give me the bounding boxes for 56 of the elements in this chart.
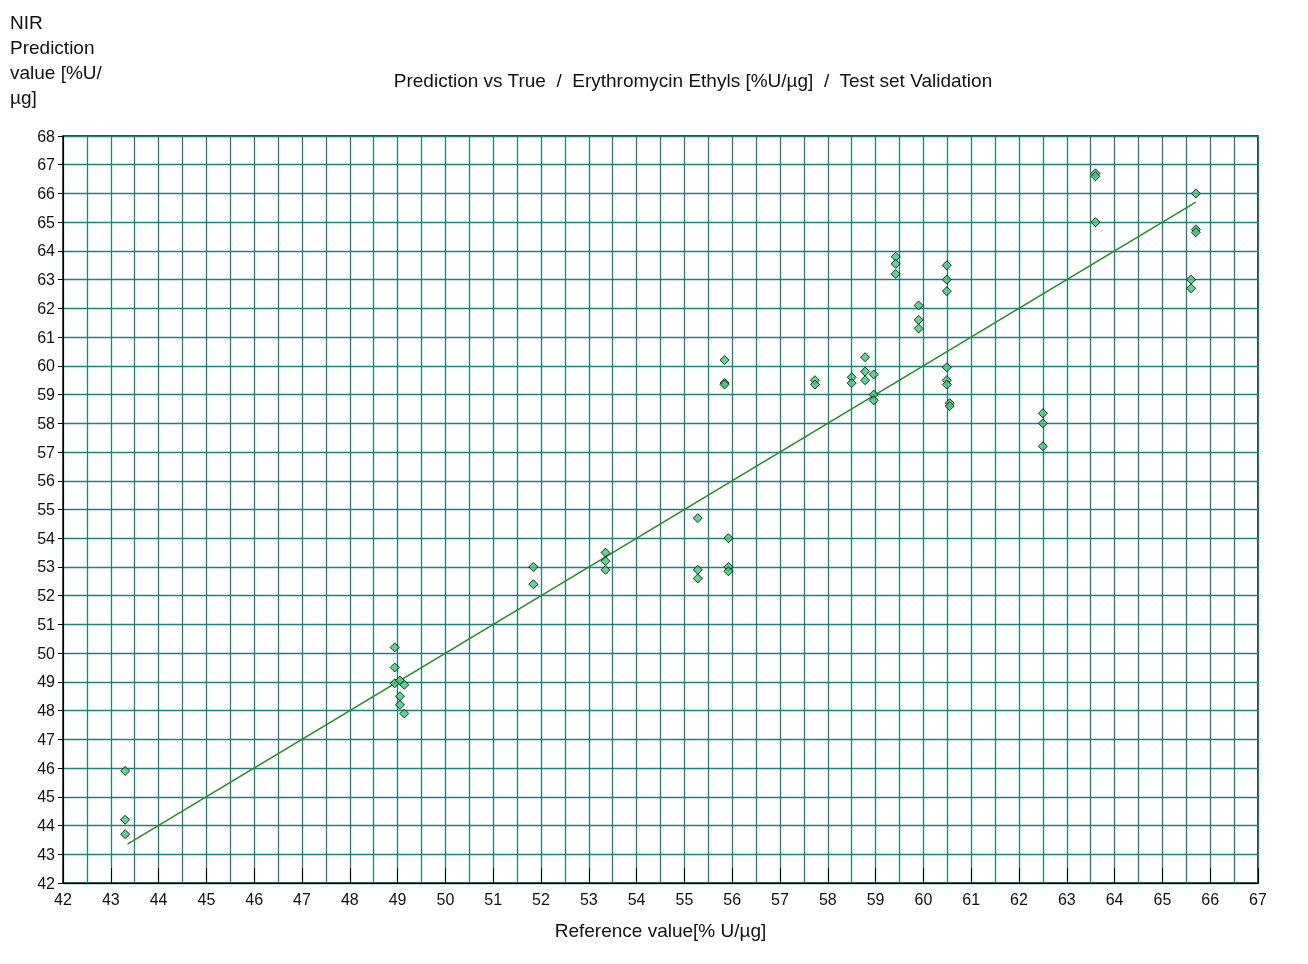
- x-tick-label: 62: [1010, 890, 1028, 908]
- x-tick-label: 47: [293, 890, 311, 908]
- x-tick-label: 42: [54, 890, 72, 908]
- y-tick-label: 60: [37, 357, 56, 375]
- x-tick-label: 45: [197, 890, 216, 908]
- y-tick-label: 44: [37, 817, 56, 835]
- y-tick-label: 49: [37, 673, 56, 691]
- x-tick-label: 57: [771, 890, 789, 908]
- y-tick-label: 43: [37, 845, 56, 863]
- x-tick-label: 50: [436, 890, 455, 908]
- x-tick-label: 61: [962, 890, 981, 908]
- y-tick-label: 59: [37, 386, 56, 404]
- x-tick-label: 64: [1105, 890, 1124, 908]
- y-tick-label: 46: [37, 759, 56, 777]
- x-tick-label: 46: [245, 890, 264, 908]
- x-tick-label: 43: [101, 890, 120, 908]
- x-tick-label: 53: [579, 890, 598, 908]
- x-tick-label: 59: [866, 890, 885, 908]
- y-tick-label: 68: [37, 127, 56, 145]
- y-tick-label: 67: [37, 156, 56, 174]
- y-tick-label: 61: [37, 328, 56, 346]
- x-tick-label: 63: [1057, 890, 1076, 908]
- x-tick-label: 54: [627, 890, 646, 908]
- y-tick-label: 53: [37, 558, 56, 576]
- x-tick-label: 51: [484, 890, 503, 908]
- y-tick-label: 48: [37, 702, 56, 720]
- chart-title: Prediction vs True / Erythromycin Ethyls [%U/µg] / Test set Validation: [393, 70, 993, 91]
- y-tick-label: 65: [37, 213, 56, 231]
- y-tick-label: 45: [37, 788, 56, 806]
- y-tick-label: 56: [37, 472, 56, 490]
- y-tick-label: 51: [37, 615, 56, 633]
- y-tick-label: 58: [37, 414, 56, 432]
- x-tick-label: 55: [675, 890, 694, 908]
- x-tick-label: 44: [149, 890, 168, 908]
- x-tick-label: 52: [532, 890, 550, 908]
- y-tick-label: 50: [37, 644, 56, 662]
- y-tick-label: 57: [37, 443, 56, 461]
- x-tick-label: 60: [914, 890, 933, 908]
- y-tick-label: 42: [37, 874, 56, 892]
- y-tick-label: 52: [37, 587, 56, 605]
- y-tick-label: 47: [37, 730, 56, 748]
- x-tick-label: 49: [388, 890, 407, 908]
- x-tick-label: 48: [340, 890, 359, 908]
- x-tick-label: 56: [723, 890, 742, 908]
- y-tick-label: 64: [37, 242, 56, 260]
- y-tick-label: 55: [37, 501, 56, 518]
- y-tick-label: 66: [37, 184, 56, 202]
- y-tick-label: 63: [37, 271, 56, 289]
- x-tick-label: 58: [818, 890, 837, 908]
- y-tick-label: 54: [37, 529, 56, 547]
- x-axis-title: Reference value[% U/µg]: [554, 920, 767, 941]
- y-tick-label: 62: [37, 299, 56, 317]
- x-tick-label: 65: [1153, 890, 1172, 908]
- x-tick-label: 66: [1201, 890, 1220, 908]
- x-tick-label: 67: [1249, 890, 1267, 908]
- y-axis-title: NIR Prediction value [%U/µg]: [10, 12, 103, 108]
